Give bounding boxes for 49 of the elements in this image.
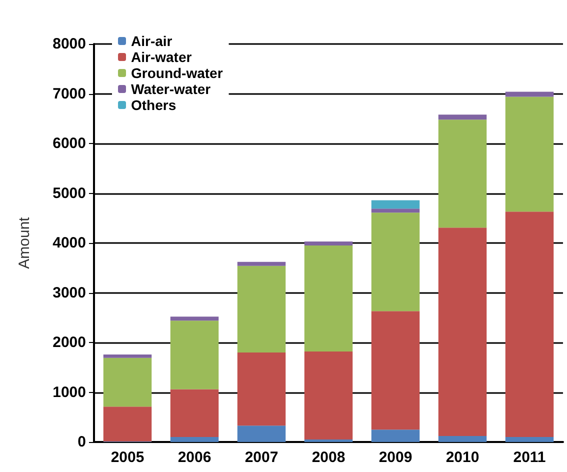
- y-tick-label: 3000: [52, 284, 86, 302]
- legend-label: Air-air: [131, 33, 173, 49]
- y-tick-label: 4000: [52, 234, 86, 252]
- x-tick-label: 2010: [446, 449, 480, 466]
- bar: [371, 430, 420, 442]
- y-tick-label: 1000: [52, 384, 86, 401]
- y-tick-label: 5000: [52, 184, 86, 202]
- x-tick-label: 2008: [312, 449, 346, 466]
- legend-label: Air-water: [131, 49, 192, 65]
- bar: [505, 437, 554, 442]
- x-tick-label: 2011: [513, 449, 546, 466]
- x-tick-label: 2006: [178, 449, 212, 466]
- y-tick-label: 7000: [52, 85, 86, 102]
- bar: [237, 352, 286, 426]
- bar: [505, 212, 554, 438]
- bar: [103, 358, 152, 407]
- bar: [371, 208, 420, 213]
- legend-label: Water-water: [131, 81, 212, 97]
- bar: [371, 311, 420, 430]
- y-axis-title: Amount: [16, 216, 33, 269]
- x-tick-label: 2007: [244, 449, 278, 466]
- legend-label: Others: [131, 97, 176, 113]
- x-tick-label: 2009: [378, 449, 412, 466]
- bar: [505, 96, 554, 212]
- bar: [103, 406, 152, 442]
- bar: [371, 200, 420, 209]
- bar: [170, 320, 219, 390]
- bar: [304, 245, 353, 352]
- bar: [103, 354, 152, 358]
- bar: [170, 316, 219, 321]
- bar: [170, 437, 219, 442]
- bar: [237, 426, 286, 442]
- bar: [371, 212, 420, 312]
- bar: [438, 436, 487, 442]
- bar: [170, 389, 219, 438]
- bar: [438, 120, 487, 228]
- bar: [237, 262, 286, 266]
- bar: [438, 228, 487, 436]
- bar: [237, 266, 286, 352]
- legend-label: Ground-water: [131, 65, 224, 81]
- bar: [438, 114, 487, 120]
- bar: [304, 242, 353, 246]
- y-tick-label: 8000: [52, 36, 86, 52]
- bar: [505, 92, 554, 97]
- y-tick-label: 6000: [52, 135, 86, 152]
- y-tick-label: 0: [78, 434, 86, 450]
- y-tick-label: 2000: [52, 334, 86, 351]
- bar: [304, 351, 353, 440]
- x-tick-label: 2005: [110, 449, 144, 466]
